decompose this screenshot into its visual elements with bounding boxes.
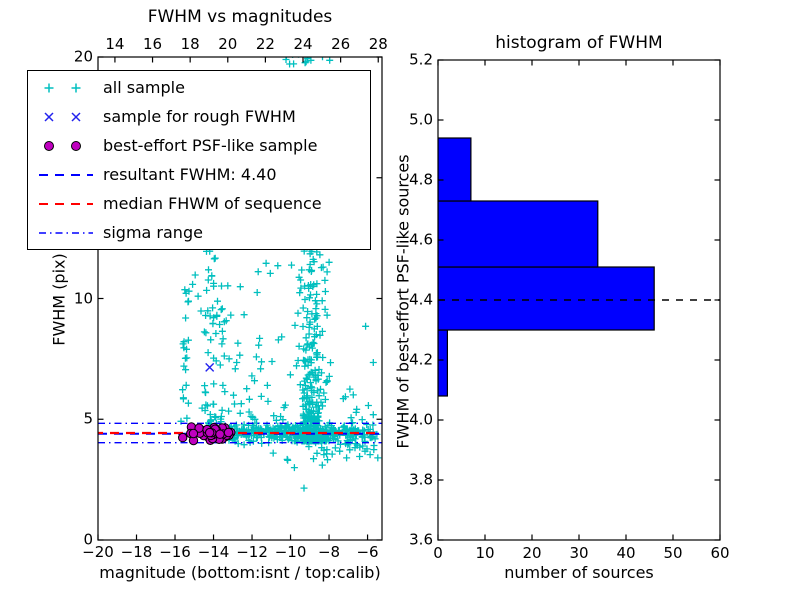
- scatter-xtick-bottom: −12: [236, 543, 268, 561]
- scatter-ytick: 10: [73, 289, 93, 307]
- scatter-xtick-top: 24: [293, 35, 313, 53]
- histogram-xtick: 40: [616, 544, 636, 562]
- histogram-ytick: 5.0: [409, 110, 433, 129]
- histogram-xtick: 30: [569, 544, 589, 562]
- histogram-ytick: 3.6: [409, 530, 433, 549]
- legend-entry-label: best-effort PSF-like sample: [103, 136, 318, 155]
- scatter-xtick-top: 14: [105, 35, 125, 53]
- histogram-bars: [438, 137, 655, 397]
- legend-entry: best-effort PSF-like sample: [28, 134, 370, 158]
- rough-fwhm-markers: [205, 362, 215, 372]
- histogram-ytick: 3.8: [409, 470, 433, 489]
- scatter-xtick-bottom: −6: [356, 543, 379, 561]
- legend-entry: resultant FWHM: 4.40: [28, 163, 370, 187]
- legend-plus-icon: [44, 83, 81, 92]
- legend-entry-label: median FHWM of sequence: [103, 194, 322, 213]
- histogram-ytick: 4.4: [409, 290, 433, 309]
- scatter-xtick-bottom: −8: [317, 543, 341, 561]
- scatter-xtick-top: 28: [368, 35, 388, 53]
- scatter-xtick-top: 16: [142, 35, 163, 53]
- scatter-ytick: 20: [73, 47, 93, 66]
- histogram-title: histogram of FWHM: [495, 33, 663, 53]
- legend-entry: sample for rough FWHM: [28, 105, 370, 129]
- histogram-ytick: 4.6: [409, 230, 433, 249]
- legend-entry: sigma range: [28, 221, 370, 245]
- histogram-xtick: 60: [710, 544, 730, 562]
- scatter-xtick-top: 22: [255, 35, 275, 53]
- histogram-ytick: 5.2: [409, 50, 433, 69]
- legend-dashed-line-icon: [39, 173, 93, 176]
- scatter-xtick-bottom: −18: [120, 543, 153, 561]
- histogram-xaxis-label: number of sources: [504, 563, 654, 582]
- histogram-ytick: 4.8: [409, 170, 433, 189]
- histogram-xtick: 20: [522, 544, 542, 562]
- legend-entry: all sample: [28, 76, 370, 100]
- legend-entry-label: all sample: [103, 78, 185, 97]
- scatter-xtick-bottom: −16: [159, 543, 191, 561]
- histogram-xtick: 10: [475, 544, 495, 562]
- histogram-xtick: 50: [663, 544, 683, 562]
- legend-dashdot-line-icon: [39, 231, 93, 234]
- legend-circle-icon: [44, 140, 81, 151]
- histogram-ytick: 4.2: [409, 350, 433, 369]
- scatter-xtick-top: 26: [331, 35, 351, 53]
- legend-entry: median FHWM of sequence: [28, 192, 370, 216]
- legend-entry-label: resultant FWHM: 4.40: [103, 165, 277, 184]
- legend-box: all sample sample for rough FWHM best-effo…: [27, 70, 371, 250]
- histogram-ytick: 4.0: [409, 410, 433, 429]
- scatter-xtick-top: 18: [180, 35, 200, 53]
- scatter-ytick: 0: [83, 530, 93, 549]
- histogram-yaxis-label: FWHM of best-effort PSF-like sources: [393, 154, 413, 449]
- legend-dashed-line-icon: [39, 202, 93, 205]
- scatter-xtick-bottom: −20: [82, 543, 114, 561]
- histogram-axes: [437, 59, 721, 541]
- scatter-xtick-bottom: −14: [197, 543, 230, 561]
- scatter-xaxis-label: magnitude (bottom:isnt / top:calib): [99, 563, 381, 582]
- legend-entry-label: sample for rough FWHM: [103, 107, 296, 126]
- histogram-xtick: 0: [433, 544, 443, 562]
- legend-x-icon: [44, 111, 81, 122]
- histogram-plot-area: [438, 137, 720, 397]
- scatter-plot-area: [98, 57, 382, 492]
- scatter-xtick-top: 20: [218, 35, 238, 53]
- scatter-title: FWHM vs magnitudes: [147, 7, 333, 27]
- legend-entry-label: sigma range: [103, 223, 203, 242]
- psf-like-markers: [178, 422, 236, 446]
- scatter-xtick-bottom: −10: [274, 543, 307, 561]
- scatter-axes: [97, 56, 383, 541]
- scatter-ytick: 5: [83, 409, 93, 428]
